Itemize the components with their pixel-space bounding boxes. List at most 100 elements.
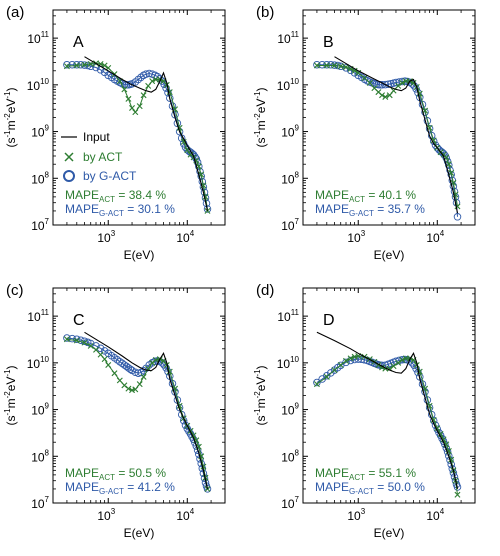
act-point <box>343 357 349 364</box>
gact-point <box>425 124 434 133</box>
y-tick-label: 109 <box>281 402 299 418</box>
mape-act: MAPEACT = 55.1 % <box>315 466 416 482</box>
panel-letter: D <box>323 312 335 329</box>
mape-gact: MAPEG-ACT = 30.1 % <box>65 202 175 218</box>
panel-tag: (c) <box>6 282 24 299</box>
gact-point <box>429 137 438 146</box>
act-point <box>140 373 147 380</box>
act-point <box>149 78 156 85</box>
act-point <box>81 61 88 68</box>
gact-point <box>323 60 331 69</box>
panel-letter: C <box>73 312 85 329</box>
act-point <box>105 361 112 368</box>
act-point <box>129 104 136 111</box>
y-axis-label: (s-1m-2eV-1) <box>3 365 18 425</box>
act-point <box>87 60 94 67</box>
x-tick-label: 104 <box>176 507 194 523</box>
y-axis-label: (s-1m-2eV-1) <box>253 365 268 425</box>
legend: Input by ACT by G-ACT <box>61 130 137 183</box>
gact-point <box>63 334 71 342</box>
act-point <box>331 367 338 374</box>
x-tick-label: 103 <box>347 229 365 245</box>
gact-point <box>86 62 95 71</box>
y-tick-label: 108 <box>281 448 299 464</box>
series-input-line <box>334 56 459 214</box>
y-tick-label: 108 <box>281 170 299 186</box>
act-point <box>379 92 386 99</box>
gact-point <box>398 355 406 364</box>
gact-point <box>131 368 140 376</box>
y-tick-label: 1011 <box>277 30 299 46</box>
y-tick-label: 107 <box>31 217 49 233</box>
x-axis-label: E(eV) <box>374 526 405 540</box>
act-point <box>395 82 402 89</box>
act-point <box>145 82 152 89</box>
panel-tag: (b) <box>256 4 274 21</box>
panel-tag: (d) <box>256 282 274 299</box>
act-point <box>63 336 70 343</box>
gact-point <box>63 60 71 69</box>
chart-panel-a: (a) 107 108 109 1010 1011 103 104 E(eV) (s-1m-2eV… <box>3 4 226 262</box>
chart-panel-d: (d) 107 108 109 1010 1011 103 104 E(eV) (s-1m-2eV… <box>253 282 476 540</box>
act-point <box>337 63 344 70</box>
act-point <box>399 357 406 363</box>
mape-gact: MAPEG-ACT = 50.0 % <box>315 480 425 496</box>
chart-panel-b: (b) 107 108 109 1010 1011 103 104 E(eV) (s-1m-2eV… <box>253 4 476 262</box>
x-tick-label: 104 <box>426 229 444 245</box>
gact-point <box>423 117 432 125</box>
gact-point <box>92 63 100 72</box>
act-point <box>337 361 344 368</box>
x-tick-label: 103 <box>347 507 365 523</box>
mape-act: MAPEACT = 40.1 % <box>315 188 416 204</box>
y-tick-label: 1010 <box>27 355 50 371</box>
gact-point <box>166 94 174 102</box>
act-point <box>204 485 211 492</box>
gact-point <box>442 154 451 162</box>
series-act-line <box>316 65 458 207</box>
legend-gact-swatch <box>63 170 75 182</box>
act-point <box>116 377 123 384</box>
act-point <box>351 67 358 74</box>
y-tick-label: 109 <box>31 124 49 140</box>
x-tick-label: 103 <box>97 507 115 523</box>
series-input-line <box>316 331 459 490</box>
y-tick-label: 108 <box>31 448 49 464</box>
act-point <box>448 169 455 176</box>
act-point <box>149 359 156 366</box>
act-point <box>125 385 132 392</box>
gact-point <box>433 425 442 433</box>
act-point <box>136 381 143 388</box>
panel-letter: A <box>73 34 84 51</box>
gact-point <box>203 485 212 493</box>
gact-point <box>122 362 131 371</box>
y-tick-label: 1010 <box>277 355 300 371</box>
chart-panel-c: (c) 107 108 109 1010 1011 103 104 E(eV) (s-1m-2eV… <box>3 282 226 540</box>
act-point <box>132 109 139 116</box>
act-point <box>361 75 368 82</box>
gact-point <box>203 205 212 213</box>
y-tick-label: 109 <box>31 402 49 418</box>
act-point <box>323 62 330 69</box>
act-point <box>180 138 187 145</box>
panel-tag: (a) <box>6 4 24 21</box>
y-tick-label: 109 <box>281 124 299 140</box>
panel-letter: B <box>323 34 334 51</box>
series-input-line <box>84 56 209 212</box>
act-point <box>121 86 128 93</box>
y-tick-label: 107 <box>281 495 299 511</box>
legend-act-swatch <box>64 152 74 162</box>
y-tick-label: 107 <box>281 217 299 233</box>
y-tick-label: 1011 <box>277 308 299 324</box>
act-point <box>395 359 402 366</box>
gact-point <box>113 356 122 364</box>
mape-gact: MAPEG-ACT = 35.7 % <box>315 202 425 218</box>
act-point <box>81 339 88 346</box>
mape-gact: MAPEG-ACT = 41.2 % <box>65 480 175 496</box>
x-tick-label: 103 <box>97 229 115 245</box>
series-input-line <box>84 331 209 490</box>
x-tick-label: 104 <box>426 507 444 523</box>
gact-point <box>134 75 143 84</box>
y-tick-label: 107 <box>31 495 49 511</box>
act-point <box>101 356 108 363</box>
gact-point <box>323 371 331 380</box>
